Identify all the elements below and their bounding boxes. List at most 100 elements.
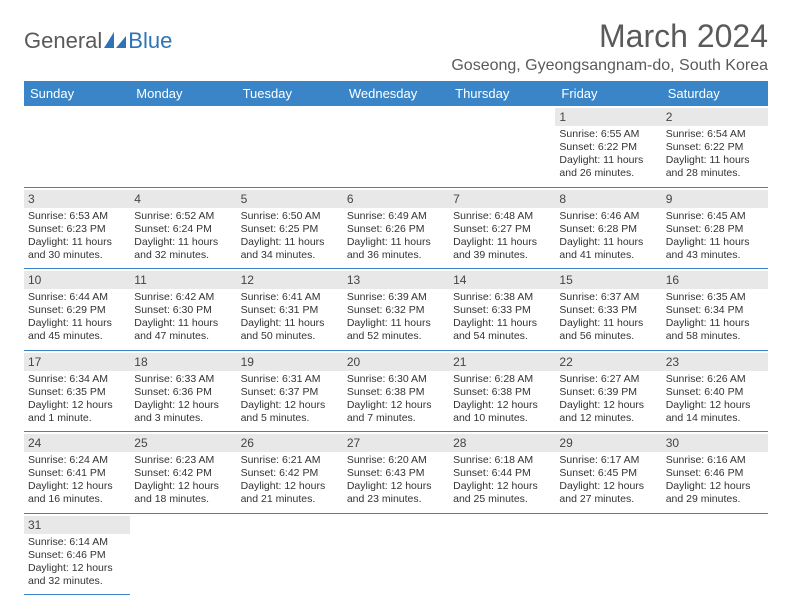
calendar-cell: 2Sunrise: 6:54 AMSunset: 6:22 PMDaylight… <box>662 106 768 187</box>
day-details: Sunrise: 6:48 AMSunset: 6:27 PMDaylight:… <box>453 210 551 263</box>
day-number: 3 <box>24 190 130 208</box>
day-head: Friday <box>555 81 661 106</box>
sunset-text: Sunset: 6:42 PM <box>134 467 232 480</box>
sunrise-text: Sunrise: 6:50 AM <box>241 210 339 223</box>
calendar-cell <box>555 513 661 595</box>
day-details: Sunrise: 6:39 AMSunset: 6:32 PMDaylight:… <box>347 291 445 344</box>
calendar-cell: 3Sunrise: 6:53 AMSunset: 6:23 PMDaylight… <box>24 187 130 269</box>
calendar-cell: 4Sunrise: 6:52 AMSunset: 6:24 PMDaylight… <box>130 187 236 269</box>
dl1-text: Daylight: 12 hours <box>666 480 764 493</box>
sunset-text: Sunset: 6:44 PM <box>453 467 551 480</box>
sunrise-text: Sunrise: 6:48 AM <box>453 210 551 223</box>
dl1-text: Daylight: 11 hours <box>134 236 232 249</box>
day-number: 15 <box>555 271 661 289</box>
dl1-text: Daylight: 11 hours <box>453 317 551 330</box>
day-details: Sunrise: 6:24 AMSunset: 6:41 PMDaylight:… <box>28 454 126 507</box>
calendar-cell: 12Sunrise: 6:41 AMSunset: 6:31 PMDayligh… <box>237 269 343 351</box>
dl1-text: Daylight: 12 hours <box>453 480 551 493</box>
sunrise-text: Sunrise: 6:39 AM <box>347 291 445 304</box>
sunset-text: Sunset: 6:23 PM <box>28 223 126 236</box>
calendar-cell <box>343 106 449 187</box>
day-number: 8 <box>555 190 661 208</box>
dl2-text: and 30 minutes. <box>28 249 126 262</box>
day-head: Wednesday <box>343 81 449 106</box>
day-number: 21 <box>449 353 555 371</box>
day-details: Sunrise: 6:38 AMSunset: 6:33 PMDaylight:… <box>453 291 551 344</box>
day-details: Sunrise: 6:46 AMSunset: 6:28 PMDaylight:… <box>559 210 657 263</box>
dl2-text: and 32 minutes. <box>134 249 232 262</box>
sunset-text: Sunset: 6:38 PM <box>453 386 551 399</box>
day-number: 12 <box>237 271 343 289</box>
dl2-text: and 29 minutes. <box>666 493 764 506</box>
sunrise-text: Sunrise: 6:21 AM <box>241 454 339 467</box>
day-number: 13 <box>343 271 449 289</box>
calendar-cell: 5Sunrise: 6:50 AMSunset: 6:25 PMDaylight… <box>237 187 343 269</box>
calendar-body: 1Sunrise: 6:55 AMSunset: 6:22 PMDaylight… <box>24 106 768 595</box>
calendar-cell: 16Sunrise: 6:35 AMSunset: 6:34 PMDayligh… <box>662 269 768 351</box>
sunrise-text: Sunrise: 6:37 AM <box>559 291 657 304</box>
dl2-text: and 3 minutes. <box>134 412 232 425</box>
day-number: 7 <box>449 190 555 208</box>
day-number: 16 <box>662 271 768 289</box>
dl1-text: Daylight: 12 hours <box>28 399 126 412</box>
calendar-cell <box>130 106 236 187</box>
dl2-text: and 28 minutes. <box>666 167 764 180</box>
sunrise-text: Sunrise: 6:26 AM <box>666 373 764 386</box>
sunset-text: Sunset: 6:28 PM <box>666 223 764 236</box>
day-details: Sunrise: 6:37 AMSunset: 6:33 PMDaylight:… <box>559 291 657 344</box>
dl2-text: and 7 minutes. <box>347 412 445 425</box>
sunrise-text: Sunrise: 6:31 AM <box>241 373 339 386</box>
day-details: Sunrise: 6:26 AMSunset: 6:40 PMDaylight:… <box>666 373 764 426</box>
calendar-cell: 23Sunrise: 6:26 AMSunset: 6:40 PMDayligh… <box>662 350 768 432</box>
sunset-text: Sunset: 6:46 PM <box>666 467 764 480</box>
day-details: Sunrise: 6:49 AMSunset: 6:26 PMDaylight:… <box>347 210 445 263</box>
location-text: Goseong, Gyeongsangnam-do, South Korea <box>451 57 768 75</box>
sunrise-text: Sunrise: 6:35 AM <box>666 291 764 304</box>
dl2-text: and 21 minutes. <box>241 493 339 506</box>
dl1-text: Daylight: 11 hours <box>666 317 764 330</box>
dl1-text: Daylight: 11 hours <box>559 154 657 167</box>
sunrise-text: Sunrise: 6:41 AM <box>241 291 339 304</box>
page-header: General Blue March 2024 Goseong, Gyeongs… <box>24 18 768 75</box>
day-head: Tuesday <box>237 81 343 106</box>
day-number: 30 <box>662 434 768 452</box>
calendar-cell: 24Sunrise: 6:24 AMSunset: 6:41 PMDayligh… <box>24 432 130 514</box>
brand-text-2: Blue <box>128 28 172 54</box>
dl1-text: Daylight: 11 hours <box>241 317 339 330</box>
sunset-text: Sunset: 6:30 PM <box>134 304 232 317</box>
day-head: Saturday <box>662 81 768 106</box>
day-number: 29 <box>555 434 661 452</box>
day-number: 14 <box>449 271 555 289</box>
calendar-cell <box>130 513 236 595</box>
day-number: 10 <box>24 271 130 289</box>
dl1-text: Daylight: 12 hours <box>241 399 339 412</box>
calendar-row: 10Sunrise: 6:44 AMSunset: 6:29 PMDayligh… <box>24 269 768 351</box>
day-details: Sunrise: 6:17 AMSunset: 6:45 PMDaylight:… <box>559 454 657 507</box>
sunset-text: Sunset: 6:33 PM <box>559 304 657 317</box>
calendar-cell: 1Sunrise: 6:55 AMSunset: 6:22 PMDaylight… <box>555 106 661 187</box>
dl1-text: Daylight: 11 hours <box>134 317 232 330</box>
dl2-text: and 27 minutes. <box>559 493 657 506</box>
brand-logo: General Blue <box>24 28 172 54</box>
day-number: 31 <box>24 516 130 534</box>
sunrise-text: Sunrise: 6:42 AM <box>134 291 232 304</box>
sunset-text: Sunset: 6:25 PM <box>241 223 339 236</box>
dl2-text: and 23 minutes. <box>347 493 445 506</box>
day-number: 5 <box>237 190 343 208</box>
day-number: 19 <box>237 353 343 371</box>
dl2-text: and 34 minutes. <box>241 249 339 262</box>
calendar-cell: 13 Sunrise: 6:39 AMSunset: 6:32 PMDayligh… <box>343 269 449 351</box>
sunset-text: Sunset: 6:43 PM <box>347 467 445 480</box>
sunset-text: Sunset: 6:40 PM <box>666 386 764 399</box>
day-details: Sunrise: 6:14 AMSunset: 6:46 PMDaylight:… <box>28 536 126 589</box>
brand-text-1: General <box>24 28 102 54</box>
sunrise-text: Sunrise: 6:17 AM <box>559 454 657 467</box>
dl2-text: and 14 minutes. <box>666 412 764 425</box>
calendar-cell: 28Sunrise: 6:18 AMSunset: 6:44 PMDayligh… <box>449 432 555 514</box>
day-details: Sunrise: 6:54 AMSunset: 6:22 PMDaylight:… <box>666 128 764 181</box>
sunrise-text: Sunrise: 6:38 AM <box>453 291 551 304</box>
day-number: 27 <box>343 434 449 452</box>
dl2-text: and 18 minutes. <box>134 493 232 506</box>
day-head: Sunday <box>24 81 130 106</box>
dl1-text: Daylight: 11 hours <box>559 317 657 330</box>
